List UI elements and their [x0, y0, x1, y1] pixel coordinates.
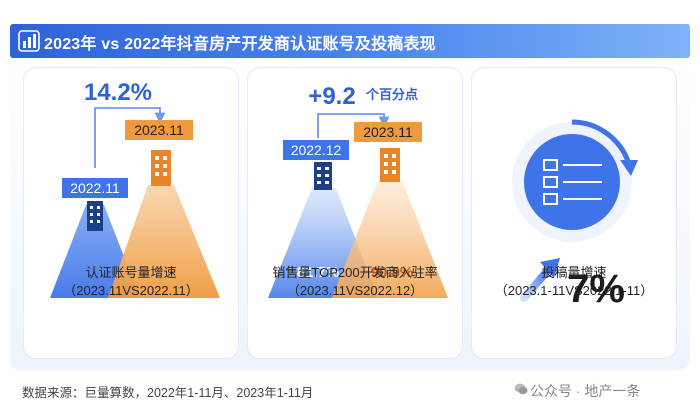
watermark: 公众号 · 地产一条	[530, 383, 641, 399]
page-title: 2023年 vs 2022年抖音房产开发商认证账号及投稿表现	[44, 36, 436, 53]
building-icon	[87, 201, 103, 231]
beam-2023-11	[332, 180, 448, 298]
change-bracket	[317, 113, 390, 138]
label-box-2023-11	[125, 120, 193, 140]
caption-top200-rate: 销售量TOP200开发商入驻率	[272, 265, 438, 280]
category-label-2022-11: 2022.11	[70, 180, 120, 196]
bar-chart-icon	[18, 30, 40, 52]
category-label-2022-12: 2022.12	[291, 142, 342, 158]
subcaption-post-growth: （2023.1-11VS2022.1-11）	[494, 283, 654, 298]
label-box-2023-11	[354, 122, 422, 142]
chart-cert-growth: 14.2% 2022.11 2023.11	[50, 79, 220, 298]
card-cert-growth	[24, 68, 238, 358]
data-source: 数据来源：巨量算数，2022年1-11月、2023年1-11月	[22, 386, 314, 400]
change-label: +9.2	[308, 83, 355, 110]
caption-cert-growth: 认证账号量增速	[85, 265, 177, 280]
wechat-icon	[514, 383, 528, 395]
chart-post-growth: 7%	[512, 119, 638, 311]
beam-2023-11	[108, 185, 220, 298]
chart-top200-rate: +9.2 个百分点 2022.12 2023.11 81.7% 90.9%	[268, 83, 448, 298]
change-label: 14.2%	[84, 79, 152, 106]
card-top200-rate	[248, 68, 462, 358]
change-bracket	[94, 107, 166, 168]
header-bar: 2023年 vs 2022年抖音房产开发商认证账号及投稿表现	[10, 24, 690, 58]
ring-arrow-head	[620, 160, 638, 176]
subcaption-cert-growth: （2023.11VS2022.11）	[63, 283, 199, 298]
value-label-2022-12: 81.7%	[297, 264, 340, 281]
document-list-icon	[543, 159, 602, 205]
subcaption-top200-rate: （2023.11VS2022.12）	[286, 283, 424, 298]
label-box-2022-11	[62, 178, 128, 198]
building-icon	[151, 150, 171, 186]
caption-post-growth: 投稿量增速	[541, 265, 607, 280]
change-unit: 个百分点	[365, 87, 418, 102]
value-label: 7%	[567, 267, 625, 311]
up-arrow-icon	[520, 258, 560, 302]
value-label-2023-11: 90.9%	[371, 264, 414, 281]
category-label-2023-11: 2023.11	[363, 124, 413, 140]
category-label-2023-11: 2023.11	[134, 122, 184, 138]
label-box-2022-12	[283, 140, 349, 160]
building-icon	[314, 162, 332, 190]
ring-arc	[571, 119, 633, 169]
building-icon	[380, 148, 400, 182]
